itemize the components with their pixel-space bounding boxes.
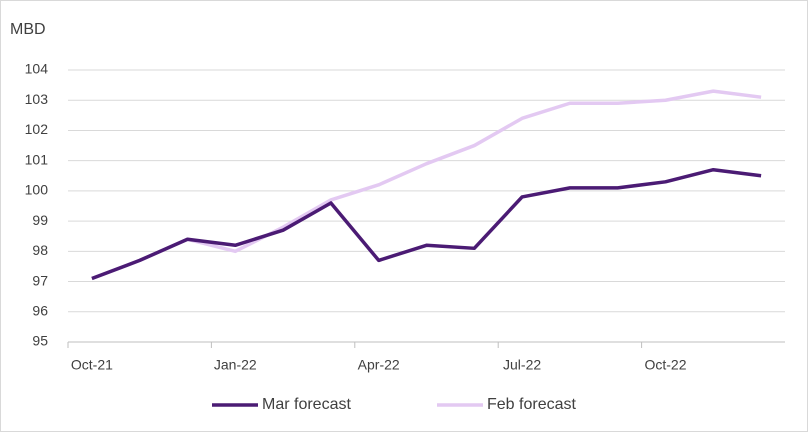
y-tick-label: 95	[32, 333, 48, 349]
y-tick-label: 101	[25, 151, 49, 167]
y-tick-label: 99	[32, 212, 48, 228]
x-tick-label: Oct-22	[644, 357, 686, 373]
y-tick-label: 103	[25, 91, 49, 107]
legend-label: Feb forecast	[487, 396, 576, 413]
y-tick-label: 98	[32, 242, 48, 258]
y-tick-label: 102	[25, 121, 49, 137]
x-tick-label: Jul-22	[503, 357, 541, 373]
x-tick-label: Jan-22	[214, 357, 257, 373]
y-tick-label: 97	[32, 272, 48, 288]
series-line	[91, 89, 762, 281]
y-axis-label: MBD	[10, 21, 46, 38]
x-tick-label: Apr-22	[358, 357, 400, 373]
y-tick-label: 104	[25, 61, 49, 77]
y-tick-label: 100	[25, 182, 49, 198]
series-line	[91, 167, 762, 281]
y-tick-label: 96	[32, 302, 48, 318]
x-tick-label: Oct-21	[71, 357, 113, 373]
legend-label: Mar forecast	[262, 396, 351, 413]
